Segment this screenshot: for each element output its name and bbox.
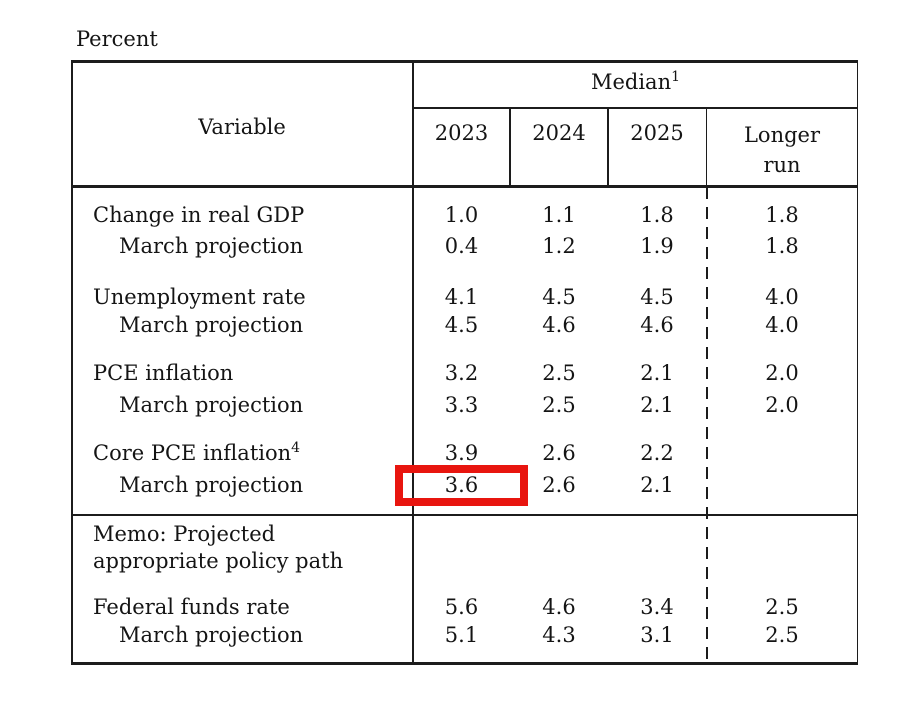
value-cell-2024: 1.2: [542, 234, 576, 258]
value-cell-2025: 4.5: [640, 285, 674, 309]
value-cell-longer-run: 1.8: [765, 234, 799, 258]
value-cell-longer-run: 2.0: [765, 361, 799, 385]
table-row-change-in-real-gdp: Change in real GDP 1.0 1.1 1.8 1.8: [71, 202, 858, 228]
row-label: PCE inflation: [93, 361, 234, 385]
value-cell-2025: 3.4: [640, 595, 674, 619]
table-top-rule: [71, 60, 858, 63]
value-cell-2023: 3.3: [444, 393, 479, 417]
longer-run-separator-header: [705, 107, 707, 186]
row-label: March projection: [119, 473, 304, 497]
year-separator-2024-2025: [607, 107, 609, 186]
longer-run-line1: Longer: [743, 123, 821, 147]
header-bottom-rule: [71, 185, 858, 188]
value-cell-longer-run: 2.5: [765, 623, 799, 647]
value-cell-2024: 4.6: [542, 313, 576, 337]
value-cell-2025: 2.1: [640, 473, 674, 497]
row-label: Core PCE inflation4: [93, 440, 301, 465]
row-label: Unemployment rate: [93, 285, 306, 309]
core-pce-footnote-superscript: 4: [291, 440, 301, 456]
column-header-2024: 2024: [532, 121, 586, 145]
row-label: March projection: [119, 313, 304, 337]
value-cell-2025: 2.1: [640, 361, 674, 385]
memo-label-line2: appropriate policy path: [93, 549, 344, 573]
table-row-unemployment-rate: Unemployment rate 4.1 4.5 4.5 4.0: [71, 284, 858, 310]
column-header-2025: 2025: [630, 121, 684, 145]
value-cell-2024: 4.5: [542, 285, 576, 309]
value-cell-2024: 2.6: [542, 441, 576, 465]
row-label: Change in real GDP: [93, 203, 305, 227]
row-label: Federal funds rate: [93, 595, 290, 619]
unit-label: Percent: [76, 27, 158, 51]
value-cell-longer-run: 4.0: [765, 285, 799, 309]
value-cell-longer-run: 1.8: [765, 203, 799, 227]
table-row-pce-march-projection: March projection 3.3 2.5 2.1 2.0: [71, 392, 858, 418]
value-cell-2023: 3.9: [444, 441, 479, 465]
value-cell-2023: 5.6: [444, 595, 479, 619]
value-cell-2023: 4.1: [444, 285, 479, 309]
value-cell-2023: 0.4: [444, 234, 479, 258]
value-cell-2024: 2.6: [542, 473, 576, 497]
value-cell-2025: 2.2: [640, 441, 674, 465]
variable-column-separator: [412, 60, 414, 665]
table-row-gdp-march-projection: March projection 0.4 1.2 1.9 1.8: [71, 233, 858, 259]
median-bottom-rule: [413, 107, 858, 109]
value-cell-longer-run: [706, 472, 858, 498]
row-label: March projection: [119, 393, 304, 417]
table-row-core-pce-inflation: Core PCE inflation4 3.9 2.6 2.2: [71, 440, 858, 466]
memo-row-line1: Memo: Projected: [71, 521, 858, 547]
table-bottom-rule: [71, 662, 858, 665]
variable-header: Variable: [198, 115, 286, 139]
median-header-label: Median: [590, 70, 672, 94]
value-cell-2024: 4.3: [542, 623, 576, 647]
value-cell-2025: 4.6: [640, 313, 674, 337]
value-cell-2024: 4.6: [542, 595, 576, 619]
table-row-ffr-march-projection: March projection 5.1 4.3 3.1 2.5: [71, 622, 858, 648]
table-row-federal-funds-rate: Federal funds rate 5.6 4.6 3.4 2.5: [71, 594, 858, 620]
value-cell-longer-run: 2.0: [765, 393, 799, 417]
median-footnote-superscript: 1: [671, 69, 681, 85]
median-header: Median1: [413, 69, 858, 95]
column-header-2023: 2023: [434, 121, 489, 145]
value-cell-2023: 3.2: [444, 361, 479, 385]
table-left-border: [71, 60, 73, 665]
value-cell-2025: 1.9: [640, 234, 674, 258]
table-right-border: [856, 60, 858, 665]
value-cell-2024: 2.5: [542, 361, 576, 385]
year-separator-2023-2024: [509, 107, 511, 186]
value-cell-longer-run: [706, 440, 858, 466]
highlight-box: [395, 465, 528, 506]
row-label: March projection: [119, 623, 304, 647]
value-cell-2024: 2.5: [542, 393, 576, 417]
value-cell-longer-run: 2.5: [765, 595, 799, 619]
value-cell-2024: 1.1: [542, 203, 576, 227]
value-cell-2023-highlighted: 3.6: [444, 473, 479, 497]
value-cell-2025: 3.1: [640, 623, 674, 647]
value-cell-2023: 5.1: [444, 623, 479, 647]
row-label: March projection: [119, 234, 304, 258]
longer-run-line2: run: [763, 153, 801, 177]
table-row-core-pce-march-projection: March projection 3.6 2.6 2.1: [71, 472, 858, 498]
value-cell-longer-run: 4.0: [765, 313, 799, 337]
value-cell-2025: 2.1: [640, 393, 674, 417]
value-cell-2023: 1.0: [444, 203, 479, 227]
longer-run-dashed-separator: [705, 187, 708, 663]
value-cell-2025: 1.8: [640, 203, 674, 227]
memo-row-line2: appropriate policy path: [71, 548, 858, 574]
value-cell-2023: 4.5: [444, 313, 479, 337]
column-header-longer-run: Longer run: [706, 120, 858, 180]
memo-label-line1: Memo: Projected: [93, 522, 276, 546]
table-row-pce-inflation: PCE inflation 3.2 2.5 2.1 2.0: [71, 360, 858, 386]
table-row-unemployment-march-projection: March projection 4.5 4.6 4.6 4.0: [71, 312, 858, 338]
memo-section-rule: [71, 514, 858, 516]
